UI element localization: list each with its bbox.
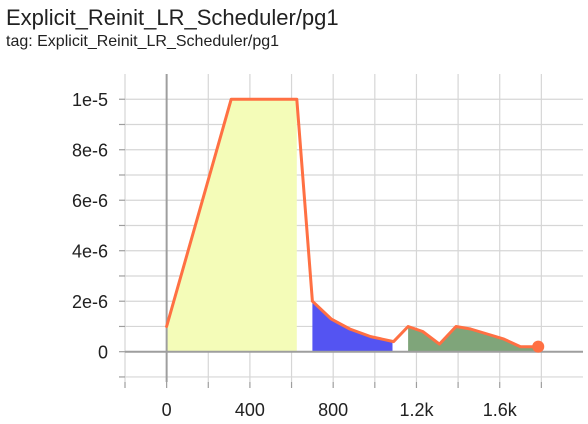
series-lines: [165, 97, 545, 353]
chart-title: Explicit_Reinit_LR_Scheduler/pg1: [6, 5, 339, 30]
y-tick-label: 1e-5: [72, 90, 108, 110]
x-tick-label: 1.6k: [483, 400, 518, 420]
x-tick-label: 0: [162, 400, 172, 420]
x-tick-label: 400: [235, 400, 265, 420]
y-tick-label: 8e-6: [72, 141, 108, 161]
shaded-region: [166, 99, 297, 352]
x-tick-label: 1.2k: [399, 400, 434, 420]
y-tick-label: 0: [98, 343, 108, 363]
y-tick-label: 4e-6: [72, 242, 108, 262]
axes: [119, 74, 583, 388]
y-tick-label: 6e-6: [72, 191, 108, 211]
shaded-region: [312, 301, 393, 352]
chart-card-header: Explicit_Reinit_LR_Scheduler/pg1 tag: Ex…: [6, 4, 582, 52]
series-end-marker: [532, 340, 545, 353]
series-line: [165, 97, 540, 349]
tick-labels: 0 400 800 1.2k 1.6k 0 2e-6 4e-6 6e-6 8e-6 1e-5: [72, 90, 518, 420]
x-tick-label: 800: [318, 400, 348, 420]
y-tick-label: 2e-6: [72, 292, 108, 312]
chart-tag: tag: Explicit_Reinit_LR_Scheduler/pg1: [6, 33, 280, 50]
